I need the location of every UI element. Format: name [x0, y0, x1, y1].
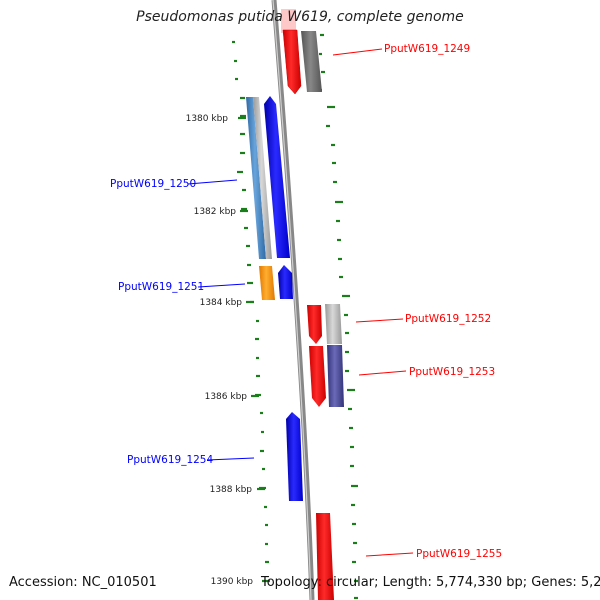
gene-arrow-PputW619_1252[interactable] — [307, 305, 322, 344]
leader-lines — [187, 48, 414, 557]
scale-label: 1390 kbp — [211, 577, 254, 587]
scale-ticks — [238, 116, 270, 583]
scale-label: 1384 kbp — [200, 298, 243, 308]
gene-arrow-PputW619_1249[interactable] — [282, 29, 302, 95]
gc-track-right — [318, 33, 358, 600]
cog-box-PputW619_1253 — [327, 345, 344, 407]
gene-label-PputW619_1251[interactable]: PputW619_1251 — [118, 281, 204, 293]
gene-arrow-PputW619_1250[interactable] — [264, 96, 290, 258]
scale-label: 1382 kbp — [194, 207, 237, 217]
gc-track-left — [232, 40, 269, 564]
cog-box-PputW619_1249 — [301, 31, 322, 92]
gene-label-PputW619_1250[interactable]: PputW619_1250 — [110, 178, 196, 190]
topology-label: Topology: circular; Length: 5,774,330 bp… — [261, 575, 600, 590]
gene-label-PputW619_1254[interactable]: PputW619_1254 — [127, 454, 213, 466]
gene-label-PputW619_1255[interactable]: PputW619_1255 — [416, 548, 502, 560]
scale-labels: 1380 kbp 1382 kbp 1384 kbp 1386 kbp 1388… — [186, 114, 254, 587]
accession-label: Accession: NC_010501 — [9, 575, 157, 590]
cog-box-PputW619_1252 — [325, 304, 342, 344]
cog-box-PputW619_1251 — [259, 266, 275, 300]
gene-labels: PputW619_1249 PputW619_1250 PputW619_125… — [110, 43, 502, 560]
gene-arrow-PputW619_1253[interactable] — [309, 346, 326, 407]
scale-label: 1380 kbp — [186, 114, 229, 124]
gene-arrow-PputW619_1255[interactable] — [316, 513, 334, 600]
gene-arrow-PputW619_1254[interactable] — [286, 412, 303, 501]
scale-label: 1386 kbp — [205, 392, 248, 402]
scale-label: 1388 kbp — [210, 485, 253, 495]
map-title: Pseudomonas putida W619, complete genome — [136, 9, 464, 25]
gene-arrow-PputW619_1251[interactable] — [278, 265, 293, 299]
cog-box-steel-PputW619_1250 — [246, 97, 266, 259]
genome-backbone-highlight — [272, 0, 312, 600]
genome-backbone — [271, 0, 315, 600]
gene-label-PputW619_1249[interactable]: PputW619_1249 — [384, 43, 470, 55]
gene-label-PputW619_1253[interactable]: PputW619_1253 — [409, 366, 495, 378]
feature-faint-top — [281, 9, 296, 33]
cog-box-light-PputW619_1250 — [253, 97, 272, 259]
gene-label-PputW619_1252[interactable]: PputW619_1252 — [405, 313, 491, 325]
